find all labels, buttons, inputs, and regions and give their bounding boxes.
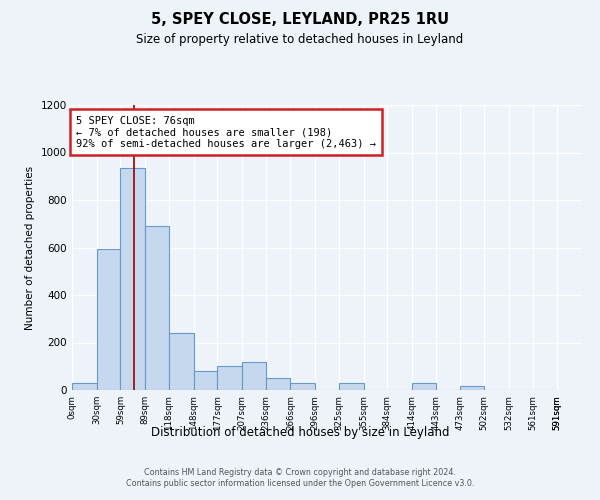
Bar [72,384,97,390]
Bar [97,248,121,390]
Bar [290,384,315,390]
Bar [121,168,145,390]
Text: 5 SPEY CLOSE: 76sqm
← 7% of detached houses are smaller (198)
92% of semi-detach: 5 SPEY CLOSE: 76sqm ← 7% of detached hou… [76,116,376,149]
Bar [194,371,217,390]
Bar [266,378,290,390]
Text: 5, SPEY CLOSE, LEYLAND, PR25 1RU: 5, SPEY CLOSE, LEYLAND, PR25 1RU [151,12,449,28]
Bar [412,384,436,390]
Bar [339,384,364,390]
Bar [145,226,169,390]
Text: Distribution of detached houses by size in Leyland: Distribution of detached houses by size … [151,426,449,439]
Bar [169,333,194,390]
Y-axis label: Number of detached properties: Number of detached properties [25,166,35,330]
Text: Size of property relative to detached houses in Leyland: Size of property relative to detached ho… [136,32,464,46]
Bar [460,386,484,390]
Text: Contains HM Land Registry data © Crown copyright and database right 2024.
Contai: Contains HM Land Registry data © Crown c… [126,468,474,487]
Bar [242,362,266,390]
Bar [217,366,242,390]
